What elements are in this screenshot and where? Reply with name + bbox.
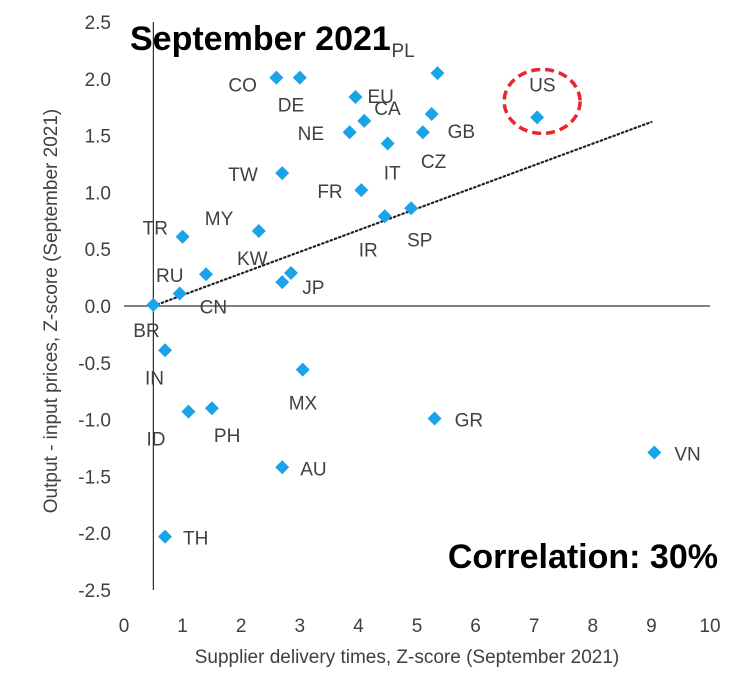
point-label-us: US bbox=[529, 75, 555, 96]
x-tick-label: 5 bbox=[412, 616, 423, 637]
point-marker-cz bbox=[415, 125, 430, 140]
point-marker-jp bbox=[275, 275, 290, 290]
point-marker-tw bbox=[275, 166, 290, 181]
point-marker-de bbox=[292, 70, 307, 85]
point-marker-vn bbox=[647, 445, 662, 460]
point-label-ph: PH bbox=[214, 426, 240, 447]
point-marker-tr bbox=[175, 229, 190, 244]
point-label-cn: CN bbox=[200, 298, 227, 319]
point-label-gr: GR bbox=[455, 410, 484, 431]
point-marker-id bbox=[181, 404, 196, 419]
point-marker-gb bbox=[424, 107, 439, 122]
point-marker-my bbox=[251, 224, 266, 239]
point-label-vn: VN bbox=[674, 445, 700, 466]
x-tick-label: 6 bbox=[470, 616, 481, 637]
point-label-pl: PL bbox=[392, 41, 415, 62]
y-tick-label: 0.5 bbox=[85, 240, 111, 261]
point-label-ca: CA bbox=[374, 99, 401, 120]
point-label-au: AU bbox=[300, 459, 326, 480]
point-marker-gr bbox=[427, 411, 442, 426]
point-marker-th bbox=[158, 529, 173, 544]
x-tick-label: 2 bbox=[236, 616, 247, 637]
x-tick-labels: 0 1 2 3 4 5 6 7 8 9 10 bbox=[119, 616, 721, 637]
point-marker-au bbox=[275, 460, 290, 475]
point-label-tr: TR bbox=[143, 219, 168, 240]
point-marker-ne bbox=[342, 125, 357, 140]
chart-title: September 2021 bbox=[130, 20, 391, 58]
y-tick-label: -2.5 bbox=[78, 581, 111, 602]
point-marker-pl bbox=[430, 66, 445, 81]
y-tick-label: 1.0 bbox=[85, 183, 111, 204]
point-marker-ph bbox=[204, 401, 219, 416]
y-tick-label: 2.0 bbox=[85, 70, 111, 91]
point-marker-br bbox=[146, 297, 161, 312]
point-label-tw: TW bbox=[228, 165, 258, 186]
point-marker-us bbox=[530, 110, 545, 125]
y-tick-label: -2.0 bbox=[78, 524, 111, 545]
trend-line bbox=[152, 120, 653, 308]
point-label-ne: NE bbox=[298, 124, 324, 145]
y-axis-title: Output - input prices, Z-score (Septembe… bbox=[41, 109, 62, 513]
point-label-fr: FR bbox=[317, 182, 342, 203]
point-label-in: IN bbox=[145, 368, 164, 389]
point-marker-kw bbox=[284, 266, 299, 281]
point-marker-it bbox=[380, 136, 395, 151]
point-label-kw: KW bbox=[237, 249, 268, 270]
x-tick-label: 1 bbox=[177, 616, 188, 637]
y-tick-label: -1.0 bbox=[78, 411, 111, 432]
point-marker-eu bbox=[348, 89, 363, 104]
x-tick-label: 4 bbox=[353, 616, 364, 637]
x-tick-label: 8 bbox=[588, 616, 599, 637]
point-label-mx: MX bbox=[289, 394, 318, 415]
y-tick-label: -1.5 bbox=[78, 467, 111, 488]
point-marker-mx bbox=[295, 362, 310, 377]
point-marker-cn bbox=[172, 286, 187, 301]
point-label-th: TH bbox=[183, 529, 208, 550]
x-tick-label: 7 bbox=[529, 616, 540, 637]
data-points bbox=[146, 66, 662, 544]
point-label-gb: GB bbox=[448, 122, 475, 143]
x-tick-label: 10 bbox=[699, 616, 720, 637]
point-marker-ir bbox=[377, 209, 392, 224]
y-tick-labels: 2.5 2.0 1.5 1.0 0.5 0.0 -0.5 -1.0 -1.5 -2.0 -2.5 bbox=[78, 13, 111, 602]
point-marker-in bbox=[158, 343, 173, 358]
x-tick-label: 3 bbox=[295, 616, 306, 637]
point-label-my: MY bbox=[205, 209, 234, 230]
point-marker-co bbox=[269, 70, 284, 85]
point-marker-fr bbox=[354, 183, 369, 198]
y-tick-label: 1.5 bbox=[85, 127, 111, 148]
correlation-annotation: Correlation: 30% bbox=[448, 538, 718, 576]
y-tick-label: 2.5 bbox=[85, 13, 111, 34]
point-marker-ca bbox=[357, 113, 372, 128]
point-label-de: DE bbox=[278, 96, 304, 117]
point-marker-ru bbox=[199, 267, 214, 282]
y-tick-label: -0.5 bbox=[78, 354, 111, 375]
point-label-ir: IR bbox=[359, 240, 378, 261]
point-label-br: BR bbox=[133, 321, 159, 342]
x-tick-label: 9 bbox=[646, 616, 657, 637]
point-label-ru: RU bbox=[156, 266, 183, 287]
point-label-sp: SP bbox=[407, 230, 432, 251]
x-axis-title: Supplier delivery times, Z-score (Septem… bbox=[195, 647, 620, 668]
point-label-it: IT bbox=[384, 164, 401, 185]
point-label-co: CO bbox=[228, 76, 256, 97]
point-label-cz: CZ bbox=[421, 152, 447, 173]
point-marker-sp bbox=[404, 201, 419, 216]
x-tick-label: 0 bbox=[119, 616, 130, 637]
point-label-eu: EU bbox=[367, 87, 393, 108]
point-labels: CO DE EU PL CA GB US NE IT CZ TW FR MY TR IR SP KW JP RU CN… bbox=[133, 41, 700, 549]
point-label-id: ID bbox=[146, 430, 165, 451]
point-label-jp: JP bbox=[302, 278, 324, 299]
y-tick-label: 0.0 bbox=[85, 297, 111, 318]
